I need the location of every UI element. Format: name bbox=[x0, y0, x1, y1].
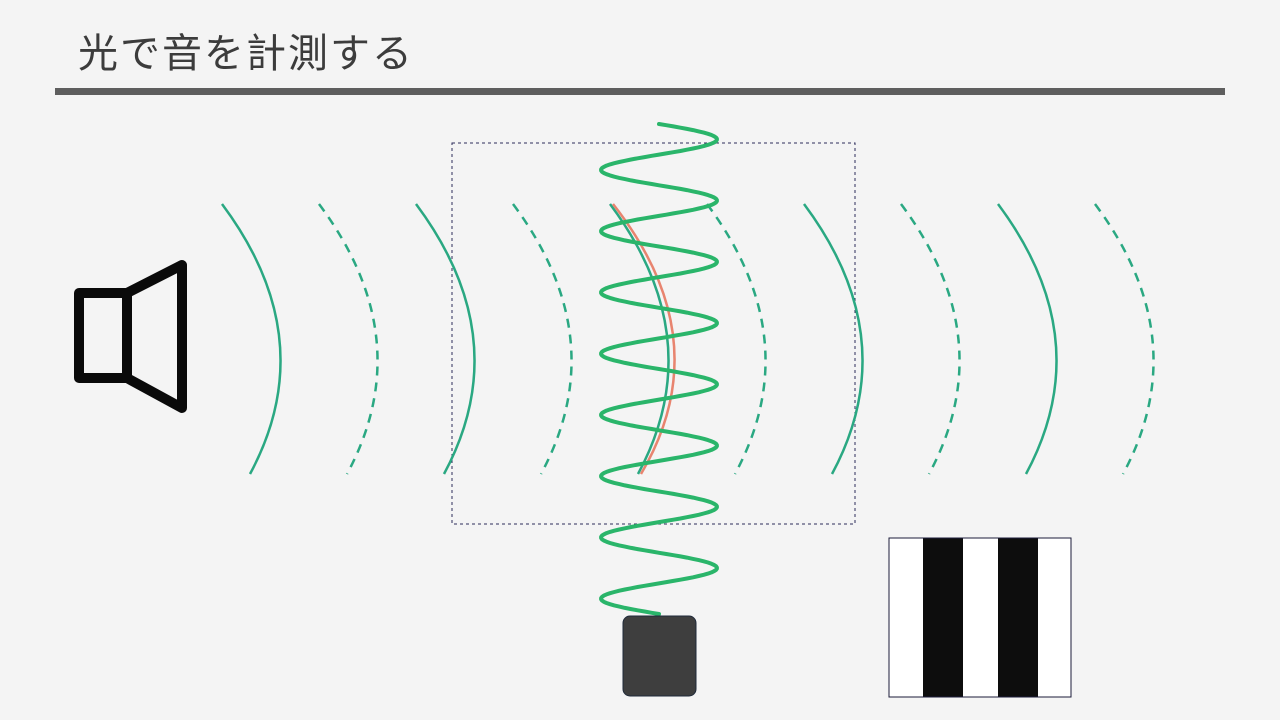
interference-fringe-icon bbox=[888, 537, 1072, 698]
wavefront-dashed bbox=[899, 203, 961, 475]
wavefront-dashed bbox=[1093, 203, 1155, 475]
slide-title: 光で音を計測する bbox=[78, 31, 414, 77]
fringe-stripe-light bbox=[1038, 538, 1071, 697]
wavefront-dashed bbox=[705, 203, 767, 475]
fringe-stripe-dark bbox=[923, 538, 963, 697]
sound-wavefronts bbox=[220, 203, 1155, 475]
wavefront-solid bbox=[996, 203, 1058, 475]
fringe-stripe-light bbox=[963, 538, 998, 697]
fringe-stripe-dark bbox=[998, 538, 1038, 697]
probe-wavefront bbox=[612, 203, 676, 475]
measurement-region bbox=[451, 142, 856, 525]
speaker-icon bbox=[74, 260, 187, 413]
laser-beam bbox=[599, 122, 719, 616]
speaker-body bbox=[74, 288, 132, 383]
wavefront-solid bbox=[220, 203, 282, 475]
wavefront-dashed bbox=[317, 203, 379, 475]
speaker-cone bbox=[122, 260, 187, 413]
wavefront-dashed bbox=[511, 203, 573, 475]
wavefront-solid bbox=[414, 203, 476, 475]
fringe-stripe-light bbox=[889, 538, 923, 697]
title-underline bbox=[55, 88, 1225, 95]
laser-source-icon bbox=[622, 615, 697, 697]
fringe-border bbox=[888, 537, 1072, 698]
wavefront-solid bbox=[802, 203, 864, 475]
